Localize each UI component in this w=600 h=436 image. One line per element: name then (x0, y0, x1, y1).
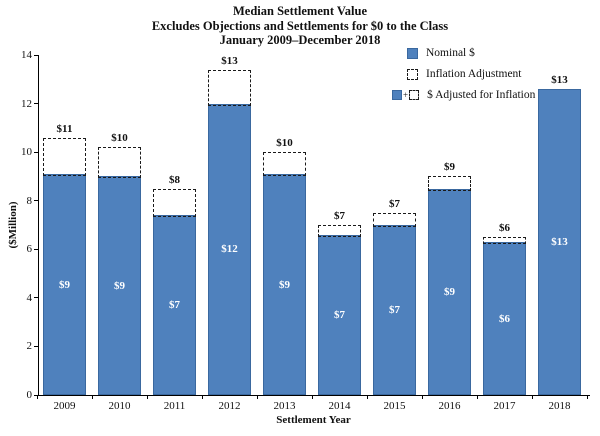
nominal-value-label-2013: $9 (279, 278, 290, 291)
adjusted-nominal-swatch-icon (392, 90, 402, 100)
x-category-label-2014: 2014 (328, 400, 351, 412)
inflation-box-2013 (263, 152, 306, 176)
inflation-box-2017 (483, 237, 526, 244)
x-tick (91, 395, 93, 399)
bar-2018 (538, 89, 581, 395)
adjusted-value-label-2018: $13 (551, 74, 568, 86)
inflation-box-2014 (318, 225, 361, 237)
adjusted-value-label-2010: $10 (111, 132, 128, 145)
inflation-box-2012 (208, 69, 251, 106)
y-tick-label: 6 (26, 243, 33, 256)
x-category-label-2011: 2011 (163, 400, 186, 412)
adjusted-value-label-2009: $11 (56, 122, 73, 135)
legend-label-nominal: Nominal $ (426, 47, 475, 59)
chart-title: Median Settlement Value (232, 4, 368, 18)
legend-item-nominal: Nominal $ (392, 47, 535, 59)
y-tick-label: 10 (21, 146, 32, 159)
inflation-box-2010 (98, 147, 141, 179)
adjusted-value-label-2013: $10 (276, 137, 293, 150)
x-tick (201, 395, 203, 399)
nominal-value-label-2012: $12 (221, 243, 238, 256)
adjusted-value-label-2014: $7 (334, 210, 345, 222)
y-tick (34, 151, 39, 153)
legend-spacer (392, 53, 407, 54)
nominal-value-label-2014: $7 (334, 308, 345, 321)
y-tick (34, 248, 39, 250)
legend-label-adjusted: $ Adjusted for Inflation (427, 89, 536, 101)
x-tick (531, 395, 533, 399)
x-category-label-2013: 2013 (273, 400, 296, 412)
y-tick (34, 54, 39, 56)
x-category-label-2015: 2015 (383, 400, 406, 412)
nominal-value-label-2015: $7 (389, 304, 400, 316)
x-tick (146, 395, 148, 399)
inflation-box-2009 (43, 137, 86, 176)
x-tick (421, 395, 423, 399)
bar-2010 (98, 176, 141, 395)
x-category-label-2012: 2012 (218, 400, 241, 412)
x-tick (311, 395, 313, 399)
y-tick-label: 0 (26, 389, 33, 401)
bar-2013 (263, 174, 306, 395)
adjusted-value-label-2016: $9 (444, 161, 455, 174)
inflation-box-2011 (153, 188, 196, 218)
x-tick (36, 395, 38, 399)
adjusted-value-label-2017: $6 (499, 222, 510, 235)
adjusted-value-label-2015: $7 (389, 197, 400, 210)
y-tick (34, 200, 39, 202)
inflation-box-2015 (373, 212, 416, 227)
x-category-label-2009: 2009 (53, 400, 76, 412)
y-tick-label: 14 (21, 49, 32, 61)
plot-area: 0 2 4 6 8 10 12 14 $9 $11 2009 $9 $10 2010 $7 $8 2011 $12… (21, 49, 590, 412)
bar-2012 (208, 103, 251, 395)
legend: Nominal $ Inflation Adjustment + $ Adjus… (392, 47, 535, 110)
bar-2009 (43, 174, 86, 395)
nominal-value-label-2010: $9 (114, 279, 125, 292)
legend-item-inflation-adjustment: Inflation Adjustment (392, 68, 535, 80)
x-axis-title: Settlement Year (276, 414, 351, 426)
y-tick (34, 297, 39, 299)
nominal-swatch-icon (407, 47, 418, 59)
y-tick-label: 8 (26, 194, 33, 207)
y-tick-label: 12 (21, 97, 32, 110)
x-category-label-2016: 2016 (438, 400, 461, 412)
nominal-value-label-2016: $9 (444, 285, 455, 298)
adjusted-value-label-2011: $8 (169, 173, 180, 186)
x-category-label-2018: 2018 (548, 400, 571, 412)
x-tick (586, 395, 588, 399)
plus-sign: + (403, 90, 409, 100)
y-tick-label: 2 (26, 340, 33, 353)
bar-2017 (483, 242, 526, 395)
bar-2014 (318, 234, 361, 395)
y-tick (34, 345, 39, 347)
y-tick-label: 4 (26, 291, 33, 304)
x-category-label-2017: 2017 (493, 400, 516, 412)
bar-2011 (153, 215, 196, 395)
nominal-value-label-2011: $7 (169, 299, 180, 312)
nominal-value-label-2018: $13 (551, 236, 568, 248)
x-tick (476, 395, 478, 399)
x-tick (256, 395, 258, 399)
x-category-label-2010: 2010 (108, 400, 131, 412)
adjusted-value-label-2012: $13 (221, 54, 238, 67)
bar-2015 (373, 225, 416, 395)
x-tick (366, 395, 368, 399)
inflation-box-2016 (428, 176, 471, 191)
legend-label-inflation-adjustment: Inflation Adjustment (426, 68, 522, 80)
inflation-adjustment-swatch-icon (407, 68, 418, 80)
chart-subtitle: Excludes Objections and Settlements for … (151, 18, 449, 33)
bar-2016 (428, 188, 471, 395)
nominal-value-label-2017: $6 (499, 312, 510, 325)
chart-title-block: Median Settlement Value Excludes Objecti… (0, 4, 600, 48)
legend-item-adjusted: + $ Adjusted for Inflation (392, 89, 535, 101)
adjusted-inflation-swatch-icon (409, 90, 420, 100)
chart-period: January 2009–December 2018 (219, 33, 381, 47)
y-tick (34, 103, 39, 105)
nominal-value-label-2009: $9 (59, 278, 70, 291)
legend-spacer (392, 74, 407, 75)
